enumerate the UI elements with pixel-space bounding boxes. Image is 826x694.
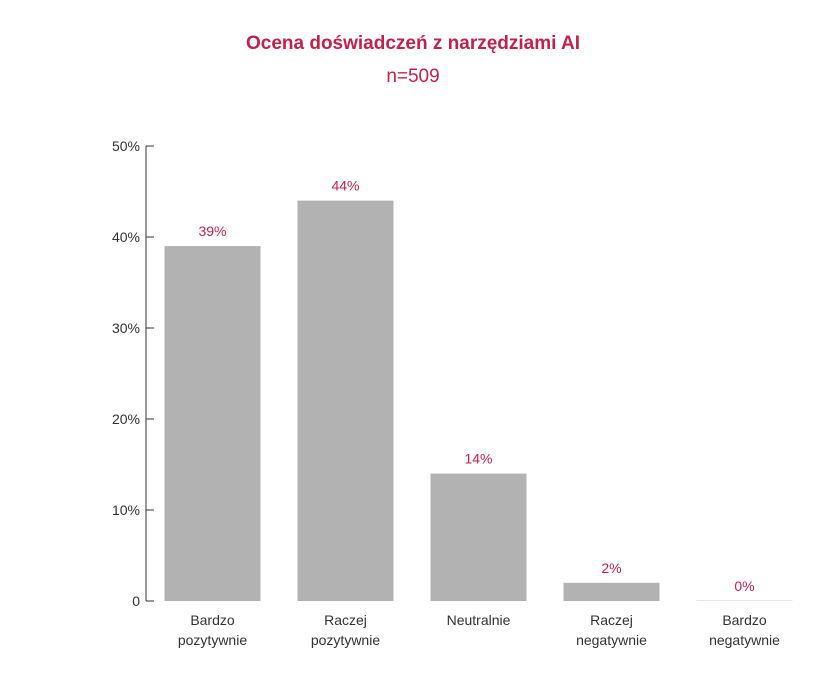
chart-subtitle: n=509	[386, 66, 440, 87]
x-category-label: Bardzo	[190, 612, 235, 628]
data-label: 0%	[734, 578, 754, 594]
x-category-label: Raczej	[324, 612, 367, 628]
y-tick-label: 0	[132, 593, 140, 609]
x-category-label: Bardzo	[722, 612, 767, 628]
x-category-label: pozytywnie	[178, 632, 247, 648]
y-tick-label: 30%	[112, 320, 140, 336]
data-label: 2%	[601, 560, 621, 576]
y-tick-label: 10%	[112, 502, 140, 518]
bar	[297, 200, 394, 601]
bar	[563, 582, 660, 601]
y-tick-label: 50%	[112, 138, 140, 154]
chart-title: Ocena doświadczeń z narzędziami AI	[245, 33, 580, 54]
x-category-label: Neutralnie	[447, 612, 511, 628]
x-category-label: negatywnie	[709, 632, 780, 648]
data-label: 39%	[198, 223, 226, 239]
y-tick-label: 40%	[112, 229, 140, 245]
data-label: 44%	[331, 178, 359, 194]
x-category-label: Raczej	[590, 612, 633, 628]
x-category-label: negatywnie	[576, 632, 647, 648]
bar	[430, 473, 527, 601]
x-category-label: pozytywnie	[311, 632, 380, 648]
data-label: 14%	[464, 451, 492, 467]
y-tick-label: 20%	[112, 411, 140, 427]
bar	[164, 246, 261, 601]
